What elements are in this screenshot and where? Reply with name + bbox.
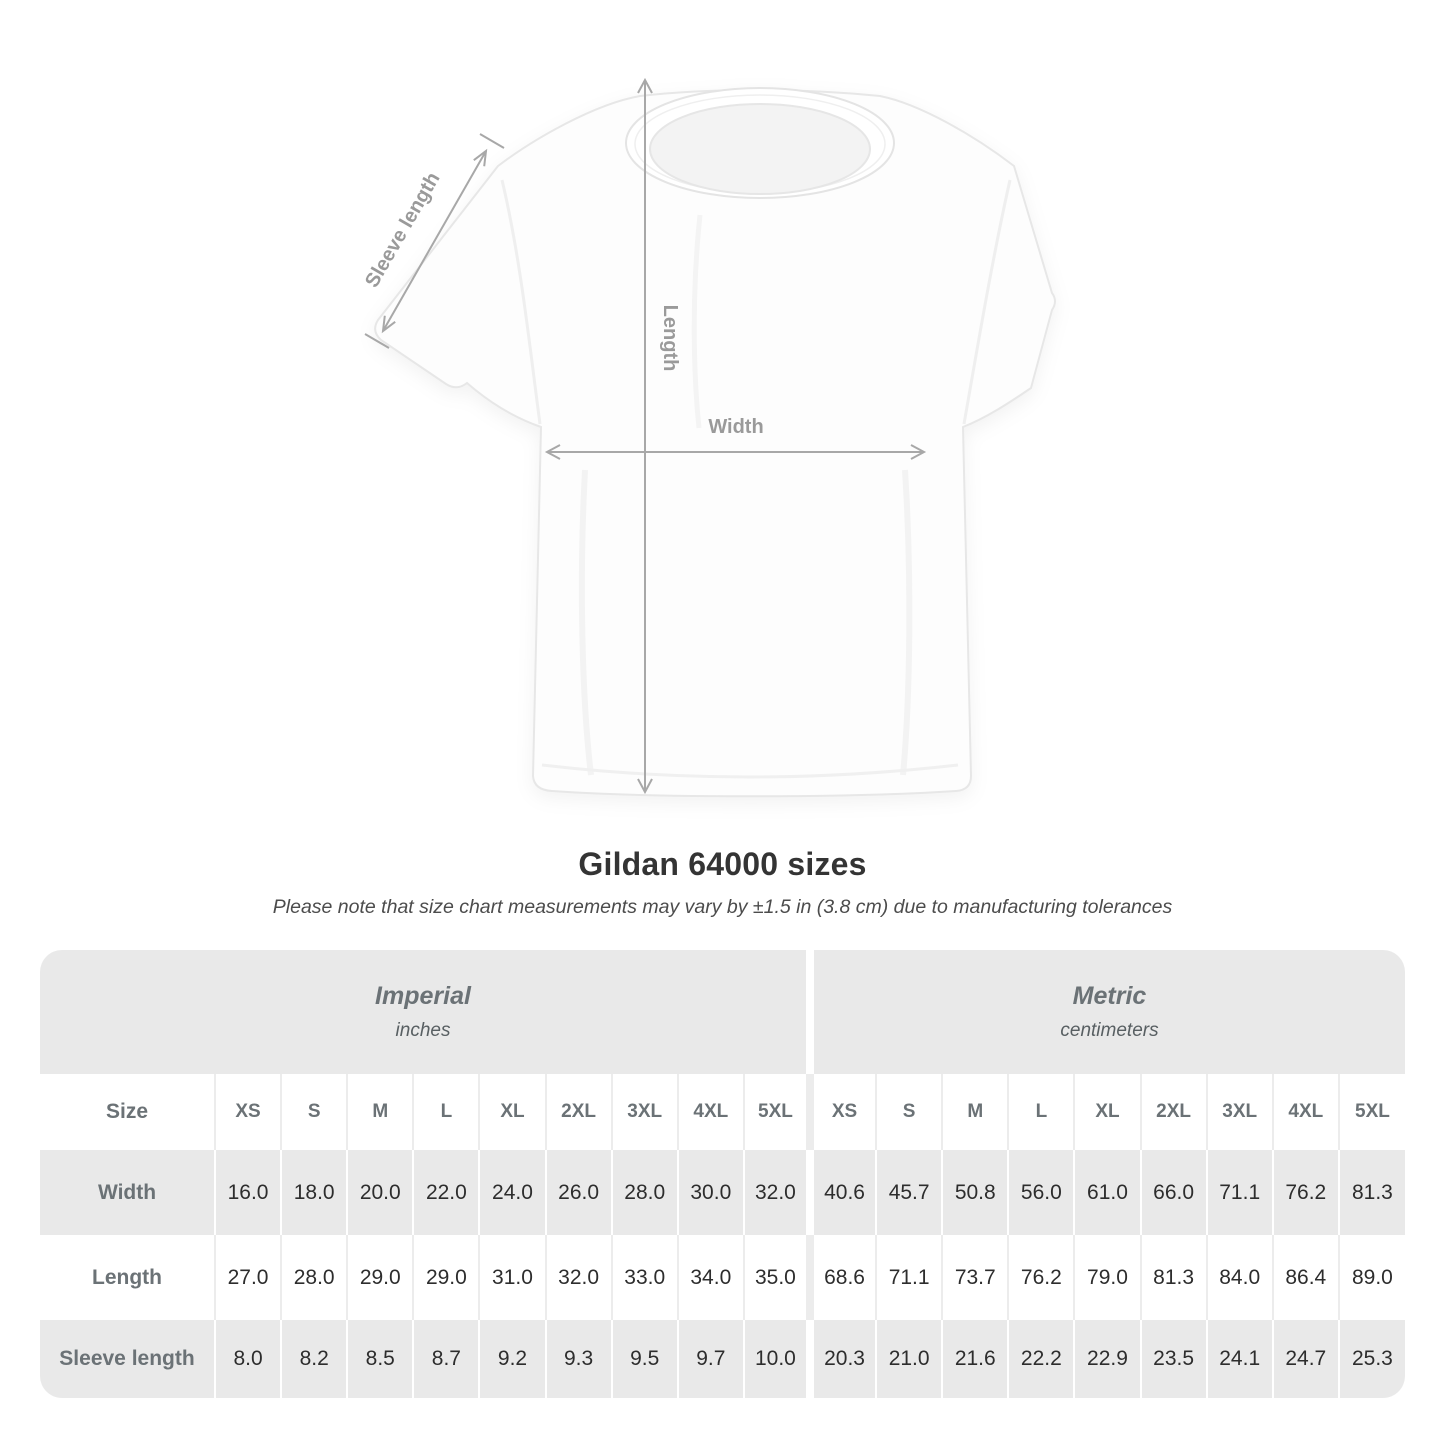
value-cell: 9.5 bbox=[610, 1320, 678, 1398]
size-col-header: 4XL bbox=[1271, 1074, 1339, 1150]
value-cell: 32.0 bbox=[742, 1150, 810, 1235]
value-cell: 21.0 bbox=[875, 1320, 943, 1398]
size-table-grid: Imperial inches Metric centimeters Size … bbox=[40, 950, 1405, 1398]
length-row: Length 27.0 28.0 29.0 29.0 31.0 32.0 33.… bbox=[40, 1235, 1405, 1320]
tshirt-graphic bbox=[374, 87, 1056, 798]
value-cell: 22.9 bbox=[1073, 1320, 1141, 1398]
row-label: Length bbox=[40, 1235, 215, 1320]
value-cell: 61.0 bbox=[1073, 1150, 1141, 1235]
size-col-header: L bbox=[1007, 1074, 1075, 1150]
value-cell: 28.0 bbox=[280, 1235, 348, 1320]
value-cell: 21.6 bbox=[941, 1320, 1009, 1398]
value-cell: 79.0 bbox=[1073, 1235, 1141, 1320]
length-label: Length bbox=[659, 305, 681, 372]
width-row: Width 16.0 18.0 20.0 22.0 24.0 26.0 28.0… bbox=[40, 1150, 1405, 1235]
value-cell: 8.5 bbox=[346, 1320, 414, 1398]
size-col-header: 5XL bbox=[742, 1074, 810, 1150]
value-cell: 24.1 bbox=[1205, 1320, 1273, 1398]
size-col-header: 3XL bbox=[1205, 1074, 1273, 1150]
row-label: Width bbox=[40, 1150, 215, 1235]
width-arrow bbox=[544, 444, 927, 460]
imperial-section-unit: inches bbox=[395, 1020, 451, 1041]
value-cell: 9.7 bbox=[676, 1320, 744, 1398]
value-cell: 16.0 bbox=[213, 1150, 282, 1235]
size-col-header: 4XL bbox=[676, 1074, 744, 1150]
value-cell: 9.3 bbox=[544, 1320, 612, 1398]
size-col-header: XS bbox=[805, 1074, 877, 1150]
value-cell: 50.8 bbox=[941, 1150, 1009, 1235]
value-cell: 76.2 bbox=[1007, 1235, 1075, 1320]
value-cell: 9.2 bbox=[478, 1320, 546, 1398]
value-cell: 30.0 bbox=[676, 1150, 744, 1235]
value-cell: 71.1 bbox=[875, 1235, 943, 1320]
size-col-header: 3XL bbox=[610, 1074, 678, 1150]
value-cell: 25.3 bbox=[1337, 1320, 1405, 1398]
size-col-header: M bbox=[346, 1074, 414, 1150]
value-cell: 20.3 bbox=[805, 1320, 877, 1398]
value-cell: 86.4 bbox=[1271, 1235, 1339, 1320]
value-cell: 31.0 bbox=[478, 1235, 546, 1320]
metric-section-unit: centimeters bbox=[1060, 1020, 1159, 1041]
value-cell: 71.1 bbox=[1205, 1150, 1273, 1235]
value-cell: 81.3 bbox=[1139, 1235, 1207, 1320]
size-col-header: 2XL bbox=[1139, 1074, 1207, 1150]
tshirt-diagram: Length Width Sleeve length bbox=[361, 77, 1056, 798]
value-cell: 22.2 bbox=[1007, 1320, 1075, 1398]
value-cell: 84.0 bbox=[1205, 1235, 1273, 1320]
value-cell: 26.0 bbox=[544, 1150, 612, 1235]
imperial-section-title: Imperial bbox=[375, 982, 471, 1010]
value-cell: 33.0 bbox=[610, 1235, 678, 1320]
sleeve-length-row: Sleeve length 8.0 8.2 8.5 8.7 9.2 9.3 9.… bbox=[40, 1320, 1405, 1398]
metric-section-title: Metric bbox=[1072, 982, 1147, 1010]
size-col-header: 2XL bbox=[544, 1074, 612, 1150]
value-cell: 29.0 bbox=[412, 1235, 480, 1320]
value-cell: 45.7 bbox=[875, 1150, 943, 1235]
size-col-header: XL bbox=[478, 1074, 546, 1150]
value-cell: 66.0 bbox=[1139, 1150, 1207, 1235]
value-cell: 20.0 bbox=[346, 1150, 414, 1235]
unit-section-row: Imperial inches Metric centimeters bbox=[40, 950, 1405, 1074]
value-cell: 29.0 bbox=[346, 1235, 414, 1320]
value-cell: 22.0 bbox=[412, 1150, 480, 1235]
value-cell: 35.0 bbox=[742, 1235, 810, 1320]
value-cell: 8.0 bbox=[213, 1320, 282, 1398]
size-row-label: Size bbox=[40, 1074, 215, 1150]
size-col-header: L bbox=[412, 1074, 480, 1150]
metric-section-header: Metric centimeters bbox=[805, 950, 1405, 1074]
value-cell: 68.6 bbox=[805, 1235, 877, 1320]
value-cell: 18.0 bbox=[280, 1150, 348, 1235]
page-subtitle: Please note that size chart measurements… bbox=[272, 896, 1173, 918]
size-header-row: Size XS S M L XL 2XL 3XL 4XL 5XL XS S M … bbox=[40, 1074, 1405, 1150]
size-col-header: 5XL bbox=[1337, 1074, 1405, 1150]
value-cell: 27.0 bbox=[213, 1235, 282, 1320]
value-cell: 24.7 bbox=[1271, 1320, 1339, 1398]
value-cell: 56.0 bbox=[1007, 1150, 1075, 1235]
size-col-header: M bbox=[941, 1074, 1009, 1150]
imperial-section-header: Imperial inches bbox=[40, 950, 810, 1074]
value-cell: 34.0 bbox=[676, 1235, 744, 1320]
row-label: Sleeve length bbox=[40, 1320, 215, 1398]
value-cell: 89.0 bbox=[1337, 1235, 1405, 1320]
value-cell: 28.0 bbox=[610, 1150, 678, 1235]
value-cell: 40.6 bbox=[805, 1150, 877, 1235]
value-cell: 8.7 bbox=[412, 1320, 480, 1398]
size-col-header: S bbox=[280, 1074, 348, 1150]
value-cell: 81.3 bbox=[1337, 1150, 1405, 1235]
size-col-header: XL bbox=[1073, 1074, 1141, 1150]
page-title: Gildan 64000 sizes bbox=[578, 846, 867, 882]
value-cell: 32.0 bbox=[544, 1235, 612, 1320]
value-cell: 23.5 bbox=[1139, 1320, 1207, 1398]
value-cell: 73.7 bbox=[941, 1235, 1009, 1320]
value-cell: 10.0 bbox=[742, 1320, 810, 1398]
size-col-header: XS bbox=[213, 1074, 282, 1150]
size-table: Imperial inches Metric centimeters Size … bbox=[40, 950, 1405, 1398]
value-cell: 24.0 bbox=[478, 1150, 546, 1235]
value-cell: 8.2 bbox=[280, 1320, 348, 1398]
value-cell: 76.2 bbox=[1271, 1150, 1339, 1235]
sleeve-length-arrow bbox=[364, 133, 505, 349]
width-label: Width bbox=[708, 416, 763, 438]
length-arrow bbox=[637, 77, 653, 795]
size-col-header: S bbox=[875, 1074, 943, 1150]
